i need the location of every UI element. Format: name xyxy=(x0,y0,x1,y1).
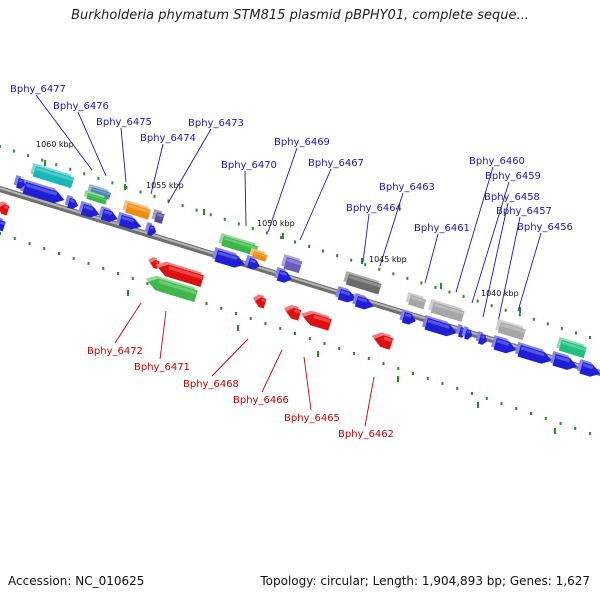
gene-reverse-strand[interactable] xyxy=(283,304,302,321)
label-connector-line xyxy=(362,213,370,263)
gene-forward-strand[interactable] xyxy=(244,255,261,270)
gene-feature-violet[interactable] xyxy=(151,209,165,224)
gene-label-top[interactable]: Bphy_6475 xyxy=(96,117,152,128)
gene-reverse-strand[interactable] xyxy=(0,201,10,216)
gene-forward-strand[interactable] xyxy=(274,267,292,283)
label-connector-line xyxy=(150,143,164,195)
gene-feature-violet-2[interactable] xyxy=(280,254,303,274)
gene-label-top[interactable]: Bphy_6467 xyxy=(308,158,364,169)
gene-labels: Bphy_6477 Bphy_6476 Bphy_6475 Bphy_6474 Bphy… xyxy=(10,84,573,440)
gene-reverse-strand-large[interactable] xyxy=(155,261,204,287)
gene-label-top[interactable]: Bphy_6464 xyxy=(346,203,402,214)
gene-label-bottom[interactable]: Bphy_6471 xyxy=(134,362,190,373)
gene-label-top[interactable]: Bphy_6476 xyxy=(53,101,109,112)
gene-forward-strand[interactable] xyxy=(475,331,488,345)
gene-forward-strand[interactable] xyxy=(352,293,374,310)
gene-forward-strand[interactable] xyxy=(78,201,100,218)
gene-label-top[interactable]: Bphy_6469 xyxy=(274,137,330,148)
gene-label-bottom[interactable]: Bphy_6468 xyxy=(183,379,239,390)
gene-feature-orange-1050[interactable] xyxy=(249,248,268,262)
label-connector-line xyxy=(482,202,509,318)
gene-forward-strand[interactable] xyxy=(549,351,578,370)
gene-reverse-strand[interactable] xyxy=(300,310,332,331)
gene-feature-green-1050[interactable] xyxy=(218,233,259,257)
gene-feature-green-large[interactable] xyxy=(145,275,198,303)
scale-labels: 1060 kbp 1055 kbp 1050 kbp 1045 kbp 1040 kbp xyxy=(36,140,519,298)
page-title: Burkholderia phymatum STM815 plasmid pBP… xyxy=(71,8,529,23)
label-connector-line xyxy=(244,170,247,227)
gene-label-bottom[interactable]: Bphy_6466 xyxy=(233,395,289,406)
scale-label: 1055 kbp xyxy=(146,181,184,190)
scale-label: 1040 kbp xyxy=(481,289,519,298)
gene-feature-lightgray-2[interactable] xyxy=(428,299,465,322)
gene-forward-strand[interactable] xyxy=(64,195,79,210)
gene-forward-strand[interactable] xyxy=(116,212,142,230)
genome-summary-text: Topology: circular; Length: 1,904,893 bp… xyxy=(260,574,590,588)
gene-label-bottom[interactable]: Bphy_6465 xyxy=(284,413,340,424)
gene-forward-strand[interactable] xyxy=(490,335,517,354)
scale-label: 1050 kbp xyxy=(257,219,295,228)
gene-label-top[interactable]: Bphy_6474 xyxy=(140,133,196,144)
label-connector-line xyxy=(77,111,107,177)
accession-text: Accession: NC_010625 xyxy=(8,574,145,588)
gene-reverse-strand[interactable] xyxy=(0,217,6,232)
gene-label-top[interactable]: Bphy_6456 xyxy=(517,222,573,233)
label-connector-line xyxy=(261,349,283,393)
gene-forward-strand[interactable] xyxy=(211,247,245,268)
label-connector-line xyxy=(379,192,404,267)
gene-forward-strand[interactable] xyxy=(19,179,65,204)
gene-label-top[interactable]: Bphy_6460 xyxy=(469,156,525,167)
label-connector-line xyxy=(364,376,375,427)
gene-forward-strand[interactable] xyxy=(399,309,416,325)
label-connector-line xyxy=(114,302,142,344)
gene-label-top[interactable]: Bphy_6457 xyxy=(496,206,552,217)
gene-feature-seagreen[interactable] xyxy=(556,337,587,359)
label-connector-line xyxy=(517,232,542,312)
gene-feature-lightgray-3[interactable] xyxy=(495,319,526,341)
label-connector-line xyxy=(35,94,93,171)
tick-layer xyxy=(0,145,591,435)
label-connector-line xyxy=(211,338,249,377)
gene-features xyxy=(0,163,600,377)
gene-label-top[interactable]: Bphy_6463 xyxy=(379,182,435,193)
label-connector-line xyxy=(455,166,494,293)
label-connector-line xyxy=(471,181,510,304)
gene-forward-strand[interactable] xyxy=(514,342,552,364)
gene-forward-strand[interactable] xyxy=(98,206,118,223)
gene-reverse-strand[interactable] xyxy=(371,332,394,350)
label-connector-line xyxy=(159,310,167,360)
gene-forward-strand[interactable] xyxy=(13,175,26,189)
label-connector-line xyxy=(120,127,127,183)
gene-label-bottom[interactable]: Bphy_6462 xyxy=(338,429,394,440)
gene-label-top[interactable]: Bphy_6470 xyxy=(221,160,277,171)
gene-label-top[interactable]: Bphy_6459 xyxy=(485,171,541,182)
gene-feature-lightgray-1[interactable] xyxy=(405,292,427,310)
gene-feature-orange[interactable] xyxy=(122,200,151,220)
label-connector-line xyxy=(303,356,312,411)
gene-feature-steel[interactable] xyxy=(87,184,112,200)
gene-label-top[interactable]: Bphy_6473 xyxy=(188,118,244,129)
label-connector-line xyxy=(299,168,332,241)
label-connectors xyxy=(35,94,542,427)
label-connector-line xyxy=(267,147,298,233)
label-connector-line xyxy=(496,216,521,328)
label-connector-line xyxy=(424,233,439,284)
gene-label-bottom[interactable]: Bphy_6472 xyxy=(87,346,143,357)
gene-feature-darkgray[interactable] xyxy=(343,271,382,295)
gene-forward-strand[interactable] xyxy=(421,315,457,337)
scale-label: 1045 kbp xyxy=(369,255,407,264)
gene-forward-strand[interactable] xyxy=(335,286,357,303)
scale-label: 1060 kbp xyxy=(36,140,74,149)
gene-label-top[interactable]: Bphy_6477 xyxy=(10,84,66,95)
gene-label-top[interactable]: Bphy_6461 xyxy=(414,223,470,234)
gene-reverse-strand[interactable] xyxy=(253,294,267,309)
gene-feature-teal[interactable] xyxy=(30,163,75,189)
gene-forward-strand[interactable] xyxy=(461,326,473,340)
label-connector-line xyxy=(167,128,212,204)
gene-feature-green-small[interactable] xyxy=(83,190,108,205)
gene-forward-strand[interactable] xyxy=(144,222,157,236)
gene-forward-strand[interactable] xyxy=(576,359,600,377)
gene-label-top[interactable]: Bphy_6458 xyxy=(484,192,540,203)
